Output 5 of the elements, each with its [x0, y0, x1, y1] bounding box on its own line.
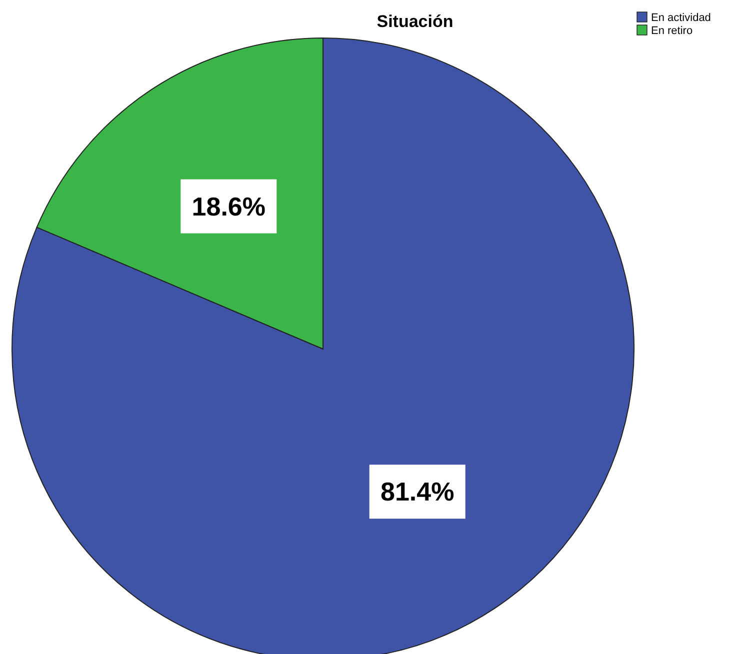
legend-label: En retiro [651, 25, 693, 37]
data-label: 81.4% [380, 476, 454, 507]
data-label: 18.6% [192, 191, 266, 222]
legend-label: En actividad [651, 12, 711, 24]
chart-title: Situación [376, 12, 454, 31]
